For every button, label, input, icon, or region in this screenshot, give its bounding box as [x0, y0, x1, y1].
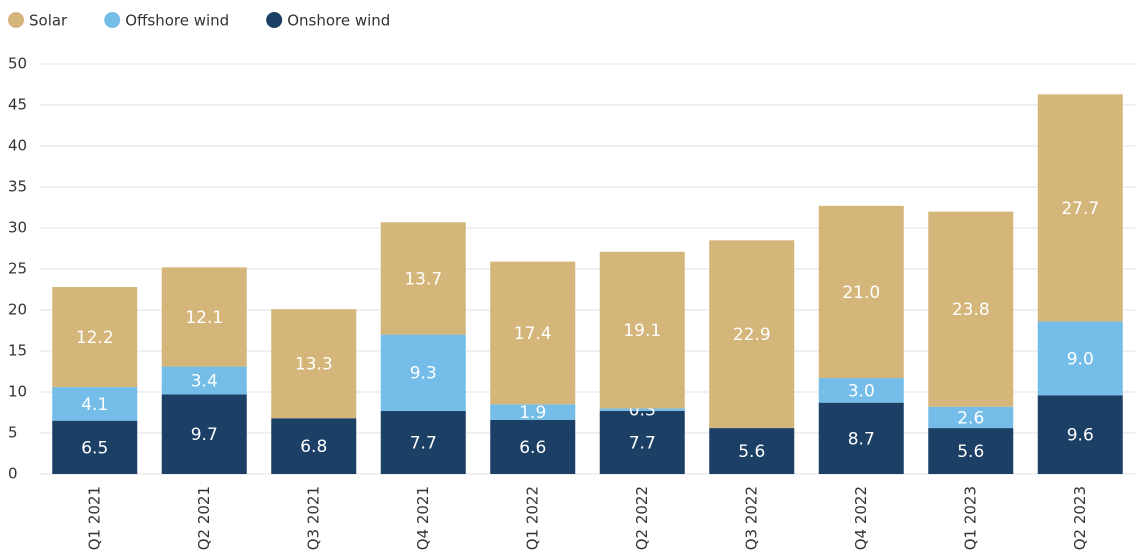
legend-swatch [266, 12, 283, 28]
x-tick-label: Q4 2021 [414, 486, 432, 550]
bar-segment [709, 428, 795, 474]
value-label: 17.4 [514, 324, 552, 344]
value-label: 6.6 [519, 438, 546, 458]
value-label: 9.6 [1067, 426, 1094, 446]
value-label: 7.7 [410, 433, 437, 453]
value-label: 6.8 [300, 437, 327, 457]
bar-segment [271, 309, 357, 419]
x-tick-label: Q3 2022 [742, 486, 760, 550]
bar-segment [52, 420, 138, 474]
y-tick-label: 45 [8, 96, 27, 114]
x-tick-label: Q1 2022 [523, 486, 541, 550]
value-label: 1.9 [519, 403, 546, 423]
value-label: 22.9 [733, 325, 771, 345]
y-tick-label: 30 [8, 219, 27, 237]
x-tick-label: Q1 2021 [85, 486, 103, 550]
value-label: 5.6 [957, 442, 984, 462]
bar-segment [380, 222, 466, 335]
bar-segment [599, 408, 685, 411]
x-tick-label: Q4 2022 [852, 486, 870, 550]
x-tick-label: Q3 2021 [304, 486, 322, 550]
value-label: 9.3 [410, 364, 437, 384]
value-label: 19.1 [623, 321, 661, 341]
value-label: 3.4 [191, 372, 218, 392]
bar-segment [1037, 321, 1123, 396]
value-label: 27.7 [1061, 199, 1099, 219]
bar-segment [380, 334, 466, 411]
bar-segment [818, 205, 904, 379]
legend-label: Onshore wind [287, 12, 390, 30]
y-tick-label: 10 [8, 383, 27, 401]
bar-segment [490, 419, 576, 474]
value-label: 5.6 [738, 442, 765, 462]
value-label: 21.0 [842, 283, 880, 303]
bar-segment [271, 418, 357, 474]
x-tick-label: Q2 2022 [633, 486, 651, 550]
y-tick-label: 5 [8, 424, 18, 442]
value-label: 13.3 [295, 355, 333, 375]
y-tick-label: 0 [8, 465, 18, 483]
bar-segment [161, 267, 247, 367]
bar-segment [928, 406, 1014, 429]
value-label: 7.7 [629, 433, 656, 453]
bar-segment [1037, 395, 1123, 474]
value-label: 13.7 [404, 269, 442, 289]
bar-segment [490, 404, 576, 420]
legend-label: Solar [29, 12, 68, 30]
bar-segment [928, 211, 1014, 407]
y-tick-label: 50 [8, 55, 27, 73]
legend-label: Offshore wind [125, 12, 229, 30]
value-label: 23.8 [952, 300, 990, 320]
value-label: 12.1 [185, 308, 223, 328]
bar-segment [818, 378, 904, 403]
y-tick-label: 40 [8, 137, 27, 155]
value-label: 12.2 [76, 328, 114, 348]
y-tick-label: 20 [8, 301, 27, 319]
value-label: 8.7 [848, 429, 875, 449]
bar-segment [490, 261, 576, 405]
y-tick-label: 35 [8, 178, 27, 196]
x-tick-label: Q1 2023 [961, 486, 979, 550]
bar-segment [380, 410, 466, 474]
value-label: 9.7 [191, 425, 218, 445]
bar-segment [161, 394, 247, 474]
x-tick-label: Q2 2021 [195, 486, 213, 550]
bar-segment [52, 387, 138, 421]
y-tick-label: 15 [8, 342, 27, 360]
bar-segment [599, 410, 685, 474]
value-label: 4.1 [81, 395, 108, 415]
value-label: 6.5 [81, 438, 108, 458]
x-tick-label: Q2 2023 [1071, 486, 1089, 550]
value-label: 2.6 [957, 408, 984, 428]
legend-swatch [8, 12, 24, 28]
bar-segment [599, 251, 685, 409]
bar-segment [1037, 94, 1123, 322]
bar-segment [928, 428, 1014, 474]
value-label: 9.0 [1067, 349, 1094, 369]
value-label: 3.0 [848, 381, 875, 401]
bar-segment [709, 240, 795, 429]
bar-segment [161, 366, 247, 395]
bar-segment [52, 287, 138, 388]
y-tick-label: 25 [8, 260, 27, 278]
bar-segment [818, 402, 904, 474]
legend-swatch [104, 12, 121, 28]
